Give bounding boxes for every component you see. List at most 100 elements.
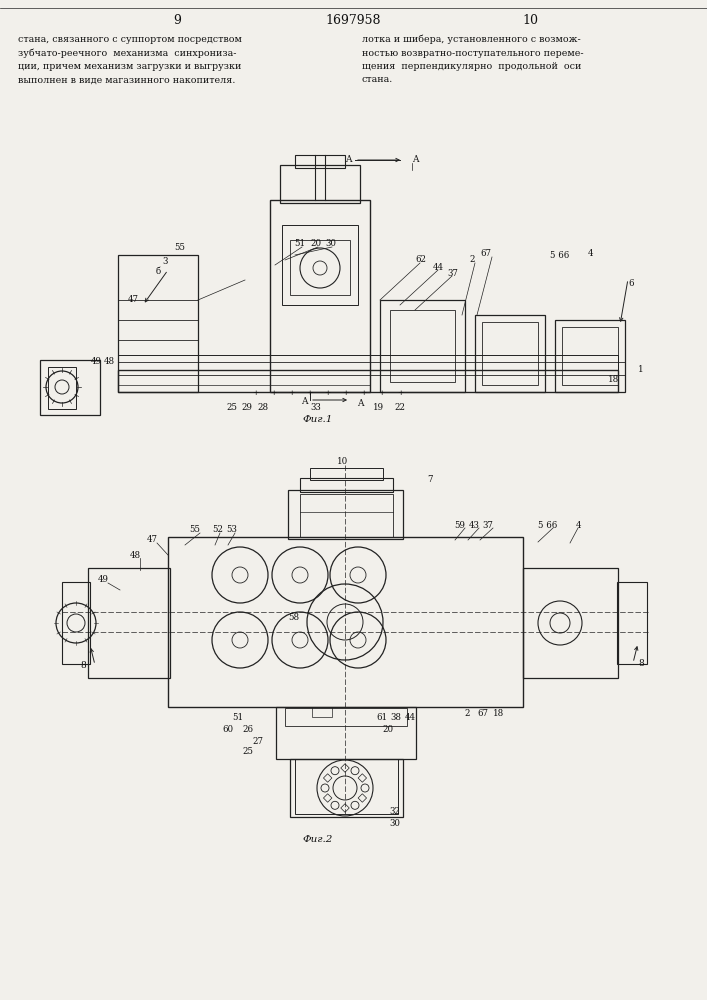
Text: 37: 37 <box>448 268 458 277</box>
Text: 19: 19 <box>373 403 384 412</box>
Bar <box>341 804 349 812</box>
Text: +: + <box>306 389 312 397</box>
Bar <box>40 360 100 415</box>
Text: 32: 32 <box>390 808 400 816</box>
Bar <box>523 568 618 678</box>
Text: 55: 55 <box>189 526 201 534</box>
Text: A: A <box>300 396 308 406</box>
Text: 25: 25 <box>226 403 238 412</box>
Bar <box>290 759 403 817</box>
Text: A: A <box>345 155 351 164</box>
Text: 49: 49 <box>90 358 102 366</box>
Text: Фиг.1: Фиг.1 <box>303 416 333 424</box>
Bar <box>62 582 90 664</box>
Bar <box>358 774 366 782</box>
Text: 18: 18 <box>609 375 619 384</box>
Bar <box>323 794 332 802</box>
Text: 47: 47 <box>127 294 139 304</box>
Bar <box>380 300 465 392</box>
Bar <box>288 490 403 539</box>
Text: 8: 8 <box>80 660 86 670</box>
Text: 3: 3 <box>163 256 168 265</box>
Bar <box>118 370 618 392</box>
Bar <box>475 315 545 392</box>
Text: 30: 30 <box>390 820 400 828</box>
Text: +: + <box>252 389 258 397</box>
Bar <box>270 200 370 392</box>
Text: 58: 58 <box>288 612 300 621</box>
Text: 51: 51 <box>294 238 305 247</box>
Bar <box>617 582 647 664</box>
Bar <box>285 708 407 726</box>
Text: 49: 49 <box>98 576 108 584</box>
Text: +: + <box>379 389 385 397</box>
Text: 5 66: 5 66 <box>538 522 558 530</box>
Text: +: + <box>397 389 403 397</box>
Text: 6: 6 <box>629 278 633 288</box>
Text: 62: 62 <box>416 255 426 264</box>
Text: 27: 27 <box>252 736 264 746</box>
Text: 9: 9 <box>173 13 181 26</box>
Bar <box>280 165 360 203</box>
Text: 4: 4 <box>588 248 594 257</box>
Bar <box>300 478 393 492</box>
Bar <box>358 794 366 802</box>
Text: 7: 7 <box>427 476 433 485</box>
Text: 61: 61 <box>376 714 387 722</box>
Text: 47: 47 <box>146 536 158 544</box>
Text: 48: 48 <box>103 358 115 366</box>
Text: 48: 48 <box>129 550 141 560</box>
Text: 51: 51 <box>233 714 244 722</box>
Text: 2: 2 <box>469 255 474 264</box>
Text: 37: 37 <box>483 520 493 530</box>
Text: 30: 30 <box>325 238 337 247</box>
Text: 5 66: 5 66 <box>550 251 570 260</box>
Text: 59: 59 <box>455 520 465 530</box>
Text: 43: 43 <box>469 520 479 530</box>
Text: +: + <box>270 389 276 397</box>
Text: 33: 33 <box>310 403 322 412</box>
Text: 52: 52 <box>213 526 223 534</box>
Bar <box>118 355 618 370</box>
Text: б: б <box>156 266 160 275</box>
Bar <box>323 774 332 782</box>
Text: +: + <box>342 389 349 397</box>
Text: 20: 20 <box>382 726 394 734</box>
Text: 4: 4 <box>576 522 582 530</box>
Bar <box>555 320 625 392</box>
Text: лотка и шибера, установленного с возмож-
ностью возвратно-поступательного переме: лотка и шибера, установленного с возмож-… <box>362 35 583 84</box>
Text: 8: 8 <box>638 658 644 668</box>
Text: +: + <box>361 389 367 397</box>
Text: 10: 10 <box>337 456 349 466</box>
Bar <box>168 537 523 707</box>
Text: 2: 2 <box>464 710 469 718</box>
Bar <box>562 327 618 385</box>
Text: 67: 67 <box>477 710 489 718</box>
Text: 55: 55 <box>175 243 185 252</box>
Bar <box>276 707 416 759</box>
Bar <box>310 468 383 480</box>
Text: +: + <box>288 389 294 397</box>
Text: 53: 53 <box>226 526 238 534</box>
Bar <box>290 240 350 295</box>
Text: 10: 10 <box>522 13 538 26</box>
Text: +: + <box>325 389 331 397</box>
Bar <box>295 759 398 814</box>
Text: 26: 26 <box>243 726 254 734</box>
Text: 60: 60 <box>223 726 233 734</box>
Text: 25: 25 <box>243 748 254 756</box>
Bar <box>295 155 345 168</box>
Text: 28: 28 <box>257 403 269 412</box>
Text: 67: 67 <box>481 249 491 258</box>
Text: A: A <box>411 155 419 164</box>
Bar <box>48 367 76 409</box>
Bar <box>88 568 170 678</box>
Bar <box>341 764 349 772</box>
Text: 44: 44 <box>433 262 443 271</box>
Text: A: A <box>357 398 363 408</box>
Text: 20: 20 <box>310 238 322 247</box>
Text: стана, связанного с суппортом посредством
зубчато-реечного  механизма  синхрониз: стана, связанного с суппортом посредство… <box>18 35 242 84</box>
Text: 44: 44 <box>404 714 416 722</box>
Bar <box>312 707 332 717</box>
Bar <box>300 494 393 537</box>
